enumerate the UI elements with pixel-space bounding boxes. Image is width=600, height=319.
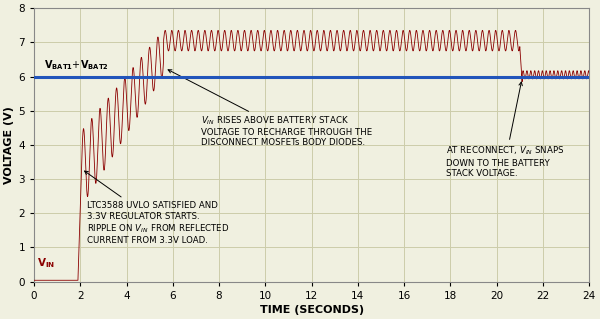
Text: $\mathbf{V_{BAT1}}$+$\mathbf{V_{BAT2}}$: $\mathbf{V_{BAT1}}$+$\mathbf{V_{BAT2}}$ [44,59,109,72]
X-axis label: TIME (SECONDS): TIME (SECONDS) [260,305,364,315]
Y-axis label: VOLTAGE (V): VOLTAGE (V) [4,106,14,184]
Text: AT RECONNECT, $V_{IN}$ SNAPS
DOWN TO THE BATTERY
STACK VOLTAGE.: AT RECONNECT, $V_{IN}$ SNAPS DOWN TO THE… [446,82,564,178]
Text: $\mathbf{V_{IN}}$: $\mathbf{V_{IN}}$ [37,256,56,270]
Text: LTC3588 UVLO SATISFIED AND
3.3V REGULATOR STARTS.
RIPPLE ON $V_{IN}$ FROM REFLEC: LTC3588 UVLO SATISFIED AND 3.3V REGULATO… [85,171,230,245]
Text: $V_{IN}$ RISES ABOVE BATTERY STACK
VOLTAGE TO RECHARGE THROUGH THE
DISCONNECT MO: $V_{IN}$ RISES ABOVE BATTERY STACK VOLTA… [168,70,372,147]
